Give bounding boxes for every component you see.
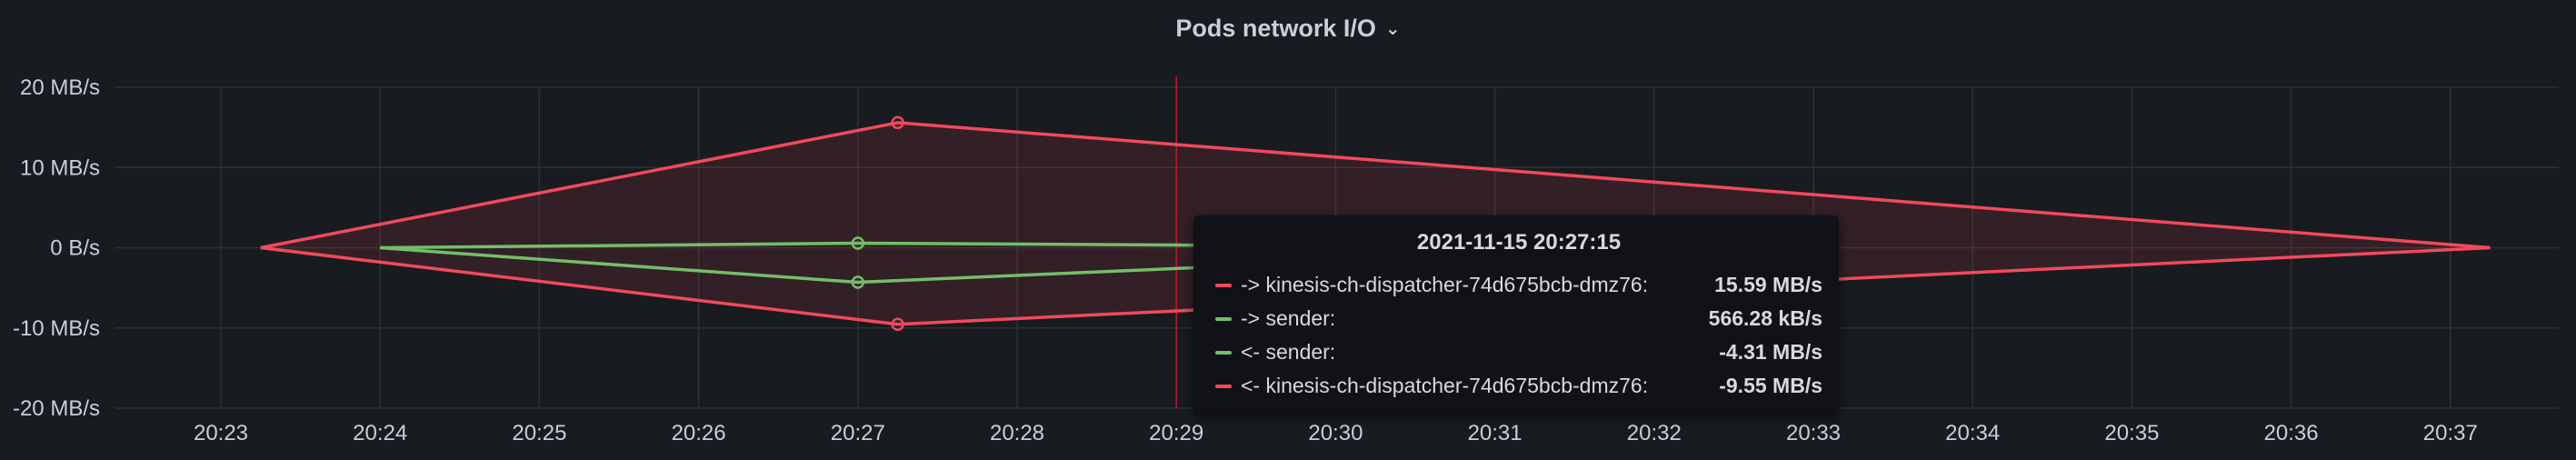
series-swatch [1215, 283, 1232, 287]
x-tick-label: 20:24 [353, 421, 407, 445]
series-points [851, 115, 904, 332]
tooltip-series-value: -9.55 MB/s [1719, 374, 1822, 397]
y-tick-label: -10 MB/s [13, 316, 100, 341]
y-axis: 20 MB/s 10 MB/s 0 B/s -10 MB/s -20 MB/s [13, 75, 100, 421]
x-tick-label: 20:31 [1468, 421, 1523, 445]
x-tick-label: 20:33 [1786, 421, 1841, 445]
x-tick-label: 20:25 [512, 421, 566, 445]
tooltip-series-name: <- sender: [1241, 340, 1336, 364]
panel-title-menu[interactable]: Pods network I/O ⌄ [1175, 15, 1400, 43]
y-tick-label: 10 MB/s [20, 155, 100, 180]
series-swatch [1215, 316, 1232, 321]
tooltip-row: <- kinesis-ch-dispatcher-74d675bcb-dmz76… [1215, 369, 1822, 403]
tooltip-series-name: -> sender: [1241, 306, 1336, 330]
y-tick-label: 20 MB/s [20, 75, 100, 100]
x-tick-label: 20:27 [831, 421, 885, 445]
series-line[interactable] [260, 121, 2491, 250]
series-line[interactable] [260, 245, 2491, 326]
x-tick-label: 20:28 [990, 421, 1044, 445]
hover-point [891, 115, 904, 130]
x-tick-label: 20:23 [194, 421, 248, 445]
tooltip-row: <- sender: -4.31 MB/s [1215, 335, 1822, 369]
tooltip-row: -> kinesis-ch-dispatcher-74d675bcb-dmz76… [1215, 268, 1822, 302]
tooltip-row: -> sender: 566.28 kB/s [1215, 302, 1822, 335]
series-area [260, 122, 2491, 248]
tooltip-series-value: 566.28 kB/s [1708, 306, 1822, 330]
x-tick-label: 20:34 [1945, 421, 2000, 445]
x-tick-label: 20:26 [672, 421, 726, 445]
x-tick-label: 20:32 [1627, 421, 1682, 445]
chevron-down-icon: ⌄ [1384, 18, 1401, 39]
series-swatch [1215, 384, 1232, 388]
tooltip-series-value: 15.59 MB/s [1714, 273, 1822, 296]
hover-tooltip: 2021-11-15 20:27:15 -> kinesis-ch-dispat… [1193, 215, 1839, 414]
panel-header: Pods network I/O ⌄ [0, 0, 2576, 56]
tooltip-series-name: -> kinesis-ch-dispatcher-74d675bcb-dmz76… [1241, 273, 1649, 296]
hover-point [891, 317, 904, 332]
y-tick-label: 0 B/s [50, 236, 100, 261]
x-tick-label: 20:36 [2264, 421, 2319, 445]
tooltip-rows: -> kinesis-ch-dispatcher-74d675bcb-dmz76… [1215, 268, 1822, 403]
x-axis: 20:23 20:24 20:25 20:26 20:27 20:28 20:29 20:30… [194, 421, 2478, 445]
y-tick-label: -20 MB/s [13, 396, 100, 421]
tooltip-series-value: -4.31 MB/s [1719, 340, 1822, 364]
series-swatch [1215, 350, 1232, 355]
tooltip-time: 2021-11-15 20:27:15 [1416, 230, 1622, 255]
x-tick-label: 20:37 [2423, 421, 2478, 445]
hover-point [851, 275, 865, 289]
x-tick-label: 20:29 [1149, 421, 1203, 445]
x-tick-label: 20:35 [2104, 421, 2159, 445]
x-tick-label: 20:30 [1308, 421, 1363, 445]
panel-title: Pods network I/O [1175, 14, 1376, 42]
hover-point [851, 236, 865, 250]
tooltip-series-name: <- kinesis-ch-dispatcher-74d675bcb-dmz76… [1241, 374, 1649, 397]
